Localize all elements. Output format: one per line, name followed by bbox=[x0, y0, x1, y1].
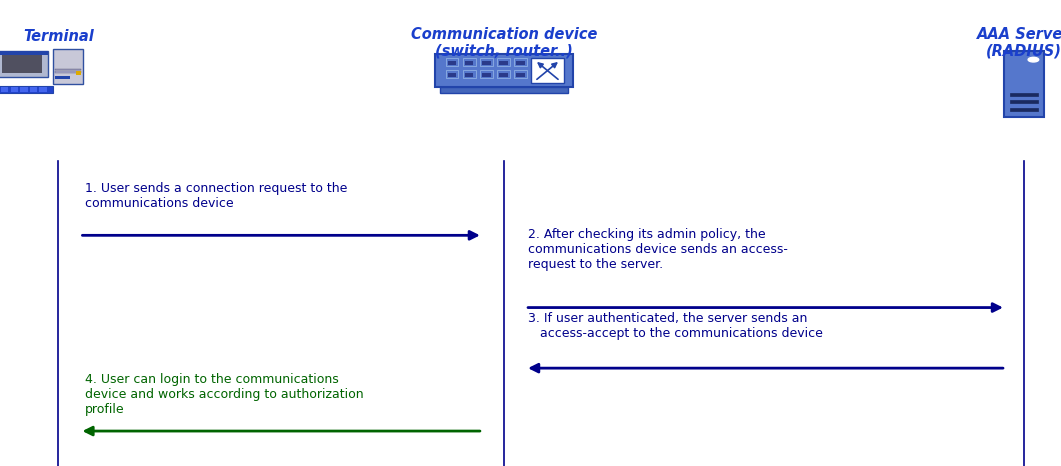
Bar bbox=[76, 71, 81, 75]
Bar bbox=[440, 87, 568, 93]
Bar bbox=[0, 51, 48, 77]
Bar bbox=[1010, 93, 1038, 96]
Bar bbox=[39, 87, 47, 89]
Bar bbox=[1, 87, 8, 89]
FancyBboxPatch shape bbox=[0, 86, 53, 93]
Bar bbox=[498, 58, 510, 66]
Text: 2. After checking its admin policy, the
communications device sends an access-
r: 2. After checking its admin policy, the … bbox=[528, 228, 788, 271]
Bar bbox=[11, 90, 18, 92]
Bar bbox=[515, 58, 527, 66]
Bar bbox=[446, 70, 458, 78]
Bar bbox=[30, 89, 37, 90]
Bar bbox=[515, 70, 527, 78]
Bar bbox=[498, 70, 510, 78]
Text: 1. User sends a connection request to the
communications device: 1. User sends a connection request to th… bbox=[85, 182, 347, 210]
Bar bbox=[463, 70, 475, 78]
Bar bbox=[1004, 51, 1044, 116]
Bar bbox=[1, 90, 8, 92]
Bar bbox=[1010, 108, 1038, 111]
Bar bbox=[1, 89, 8, 90]
Bar bbox=[482, 61, 490, 65]
Bar bbox=[39, 89, 47, 90]
Text: (RADIUS): (RADIUS) bbox=[986, 43, 1061, 58]
Bar bbox=[55, 69, 81, 70]
Bar bbox=[20, 89, 28, 90]
Bar bbox=[480, 70, 492, 78]
Bar bbox=[2, 55, 42, 73]
Bar bbox=[517, 73, 525, 77]
Bar bbox=[463, 58, 475, 66]
Text: AAA Server: AAA Server bbox=[977, 27, 1061, 42]
Bar bbox=[30, 90, 37, 92]
Bar bbox=[11, 87, 18, 89]
Bar bbox=[480, 58, 492, 66]
Bar bbox=[482, 73, 490, 77]
Bar bbox=[11, 89, 18, 90]
Bar bbox=[1010, 100, 1038, 103]
Bar bbox=[55, 76, 70, 79]
Bar bbox=[39, 90, 47, 92]
Bar bbox=[53, 49, 83, 84]
Bar bbox=[435, 54, 573, 87]
Bar bbox=[517, 61, 525, 65]
Bar bbox=[20, 87, 28, 89]
Bar bbox=[0, 51, 48, 55]
Text: Terminal: Terminal bbox=[23, 29, 93, 44]
Circle shape bbox=[1028, 57, 1039, 62]
Bar bbox=[446, 58, 458, 66]
Bar bbox=[465, 73, 473, 77]
Text: (switch, router..): (switch, router..) bbox=[435, 43, 573, 58]
Bar bbox=[20, 90, 28, 92]
Bar bbox=[55, 71, 81, 73]
Bar bbox=[465, 61, 473, 65]
Bar bbox=[30, 87, 37, 89]
Text: 4. User can login to the communications
device and works according to authorizat: 4. User can login to the communications … bbox=[85, 373, 364, 416]
Text: 3. If user authenticated, the server sends an
   access-accept to the communicat: 3. If user authenticated, the server sen… bbox=[528, 312, 823, 340]
Bar bbox=[530, 58, 564, 83]
Text: Communication device: Communication device bbox=[411, 27, 597, 42]
Bar bbox=[448, 61, 456, 65]
Bar bbox=[448, 73, 456, 77]
Bar bbox=[500, 73, 508, 77]
Bar bbox=[500, 61, 508, 65]
